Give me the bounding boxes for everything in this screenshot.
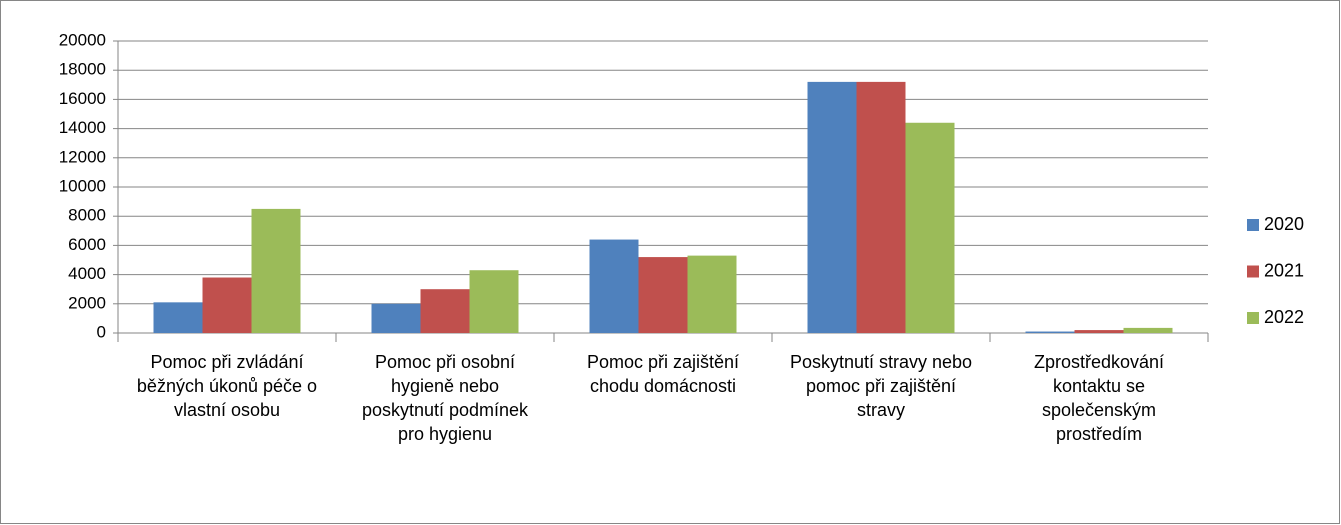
legend-label: 2021 bbox=[1264, 260, 1304, 280]
y-tick-label: 14000 bbox=[59, 118, 106, 137]
bar bbox=[420, 289, 470, 333]
x-tick-label: Poskytnutí stravy nebo pomoc při zajiště… bbox=[789, 352, 973, 420]
y-tick-label: 8000 bbox=[68, 206, 106, 225]
bar bbox=[687, 255, 737, 333]
legend-swatch bbox=[1247, 312, 1259, 324]
bar bbox=[589, 239, 639, 333]
bar bbox=[371, 303, 421, 333]
bar bbox=[1074, 330, 1124, 333]
legend-label: 2020 bbox=[1264, 214, 1304, 234]
bar bbox=[807, 81, 857, 333]
y-tick-label: 20000 bbox=[59, 30, 106, 49]
y-tick-label: 6000 bbox=[68, 235, 106, 254]
y-tick-label: 4000 bbox=[68, 264, 106, 283]
bar bbox=[1123, 327, 1173, 333]
bar bbox=[1025, 331, 1075, 333]
x-tick-label: Pomoc při osobní hygieně nebo poskytnutí… bbox=[361, 352, 529, 444]
y-tick-label: 2000 bbox=[68, 293, 106, 312]
bar bbox=[251, 208, 301, 333]
y-tick-label: 10000 bbox=[59, 176, 106, 195]
bar bbox=[856, 81, 906, 333]
bar bbox=[202, 277, 252, 333]
x-tick-label: Zprostředkování kontaktu se společenským… bbox=[1033, 352, 1165, 444]
y-tick-label: 0 bbox=[97, 322, 106, 341]
bar bbox=[469, 270, 519, 333]
x-tick-label: Pomoc při zajištění chodu domácnosti bbox=[586, 352, 740, 396]
bar bbox=[905, 122, 955, 333]
y-tick-label: 18000 bbox=[59, 60, 106, 79]
bar bbox=[153, 302, 203, 333]
bar bbox=[638, 257, 688, 333]
legend-swatch bbox=[1247, 265, 1259, 278]
x-tick-label: Pomoc při zvládání běžných úkonů péče o … bbox=[136, 352, 318, 420]
y-tick-label: 16000 bbox=[59, 89, 106, 108]
y-tick-label: 12000 bbox=[59, 147, 106, 166]
legend-swatch bbox=[1247, 219, 1259, 231]
legend-label: 2022 bbox=[1264, 307, 1304, 327]
